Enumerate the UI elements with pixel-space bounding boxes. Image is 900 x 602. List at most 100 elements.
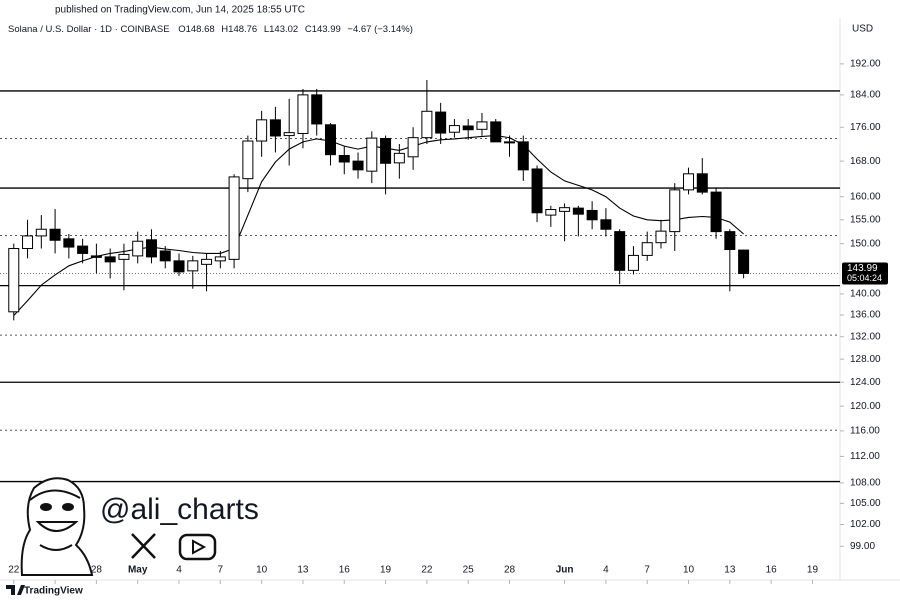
y-tick-label: 128.00 [850, 354, 881, 365]
y-tick-label: 168.00 [850, 156, 881, 167]
candle-body [366, 137, 378, 172]
candle-body [269, 119, 281, 137]
x-tick-label: 19 [807, 565, 819, 576]
y-tick-label: 176.00 [850, 122, 881, 133]
candle-body [724, 231, 736, 251]
candle-body [627, 254, 639, 271]
candle-body [201, 258, 213, 265]
avatar [20, 477, 94, 576]
candle-body [324, 124, 336, 156]
candle-body [297, 94, 309, 134]
x-tick-label: 28 [91, 565, 103, 576]
published-note: published on TradingView.com, Jun 14, 20… [55, 5, 305, 16]
x-tick-label: 4 [603, 565, 609, 576]
candle-body [132, 240, 144, 257]
candle-body [435, 111, 447, 134]
y-tick-label: 192.00 [850, 59, 881, 70]
ohlc-low: L143.02 [264, 24, 298, 35]
candle-body [242, 140, 254, 180]
x-tick-label: 19 [380, 565, 392, 576]
candle-body [159, 250, 171, 262]
candle-body [738, 249, 750, 274]
countdown-label: 05:04:24 [847, 273, 882, 283]
candle-body [710, 191, 722, 233]
plot-area: 192.00 184.00 176.00 168.00 160.00 155.00 150.… [0, 59, 888, 584]
x-tick-label: 7 [644, 565, 650, 576]
ohlc-open: O148.68 [178, 24, 214, 35]
avatar-eye [40, 503, 52, 511]
candle-body [380, 138, 392, 164]
y-tick-label: 112.00 [850, 451, 880, 462]
y-tick-label: 116.00 [850, 425, 880, 436]
y-tick-label: 120.00 [850, 401, 881, 412]
candle-body [683, 173, 695, 191]
x-icon [131, 533, 156, 559]
candle-body [559, 207, 571, 212]
y-tick-label: 155.00 [850, 214, 881, 225]
candle-body [641, 242, 653, 256]
candle-body [407, 137, 419, 158]
candle-body [77, 245, 89, 254]
candle-body [118, 253, 130, 260]
ohlc-close: C143.99 [305, 24, 341, 35]
y-tick-label: 108.00 [850, 478, 881, 489]
candle-body [490, 121, 502, 143]
x-tick-label: 13 [724, 565, 736, 576]
x-tick-label: May [128, 565, 148, 576]
x-icon-stroke [131, 533, 156, 559]
avatar-smile [35, 521, 79, 532]
candle-body [655, 230, 667, 244]
candle-body [90, 255, 102, 258]
x-tick-label: 16 [339, 565, 351, 576]
candle-body [696, 173, 708, 193]
candle-body [572, 207, 584, 215]
last-price-badge [842, 262, 888, 285]
candle-body [187, 260, 199, 272]
avatar-chin [39, 544, 73, 551]
candle-body [352, 160, 364, 171]
symbol-header: Solana / U.S. Dollar · 1D · COINBASE O14… [8, 24, 413, 35]
candle-body [586, 209, 598, 221]
candle-body [545, 209, 557, 216]
candle-body [173, 260, 185, 273]
y-tick-label: 105.00 [850, 498, 881, 509]
x-tick-label: 10 [256, 565, 268, 576]
x-tick-label: 28 [504, 565, 516, 576]
y-tick-label: 102.00 [850, 519, 881, 530]
youtube-play [192, 539, 207, 555]
youtube-frame [178, 533, 217, 561]
candle-body [338, 155, 350, 163]
candle-body [49, 228, 61, 241]
candle-body [448, 125, 460, 133]
candle-body [421, 110, 433, 139]
y-tick-label: 132.00 [850, 331, 881, 342]
currency: USD [852, 24, 873, 35]
symbol: Solana / U.S. Dollar · 1D · COINBASE [8, 24, 170, 35]
candle-body [517, 141, 529, 171]
ohlc-change: −4.67 (−3.14%) [347, 24, 413, 35]
x-tick-label: 4 [176, 565, 182, 576]
youtube-icon [178, 533, 217, 561]
candle-body [228, 176, 240, 260]
candle-body [35, 228, 47, 237]
y-tick-label: 99.00 [850, 541, 875, 552]
last-price-label: 143.99 [847, 263, 878, 274]
candle-body [145, 239, 157, 258]
candle-body [22, 235, 34, 250]
candle-body [63, 238, 75, 248]
y-tick-label: 184.00 [850, 90, 881, 101]
candle-body [614, 231, 626, 271]
x-tick-label: 13 [297, 565, 309, 576]
x-tick-label: Jun [556, 565, 574, 576]
x-tick-label: 22 [8, 565, 20, 576]
y-tick-label: 136.00 [850, 310, 881, 321]
candle-body [600, 219, 612, 230]
footer-brand: TradingView [24, 586, 83, 597]
candle-body [504, 141, 516, 144]
avatar-eye [62, 503, 74, 511]
candle-body [214, 256, 226, 262]
tv-logo: TradingView [6, 585, 83, 597]
x-tick-label: 16 [766, 565, 778, 576]
candle-body [256, 119, 268, 142]
x-tick-label: 10 [683, 565, 695, 576]
